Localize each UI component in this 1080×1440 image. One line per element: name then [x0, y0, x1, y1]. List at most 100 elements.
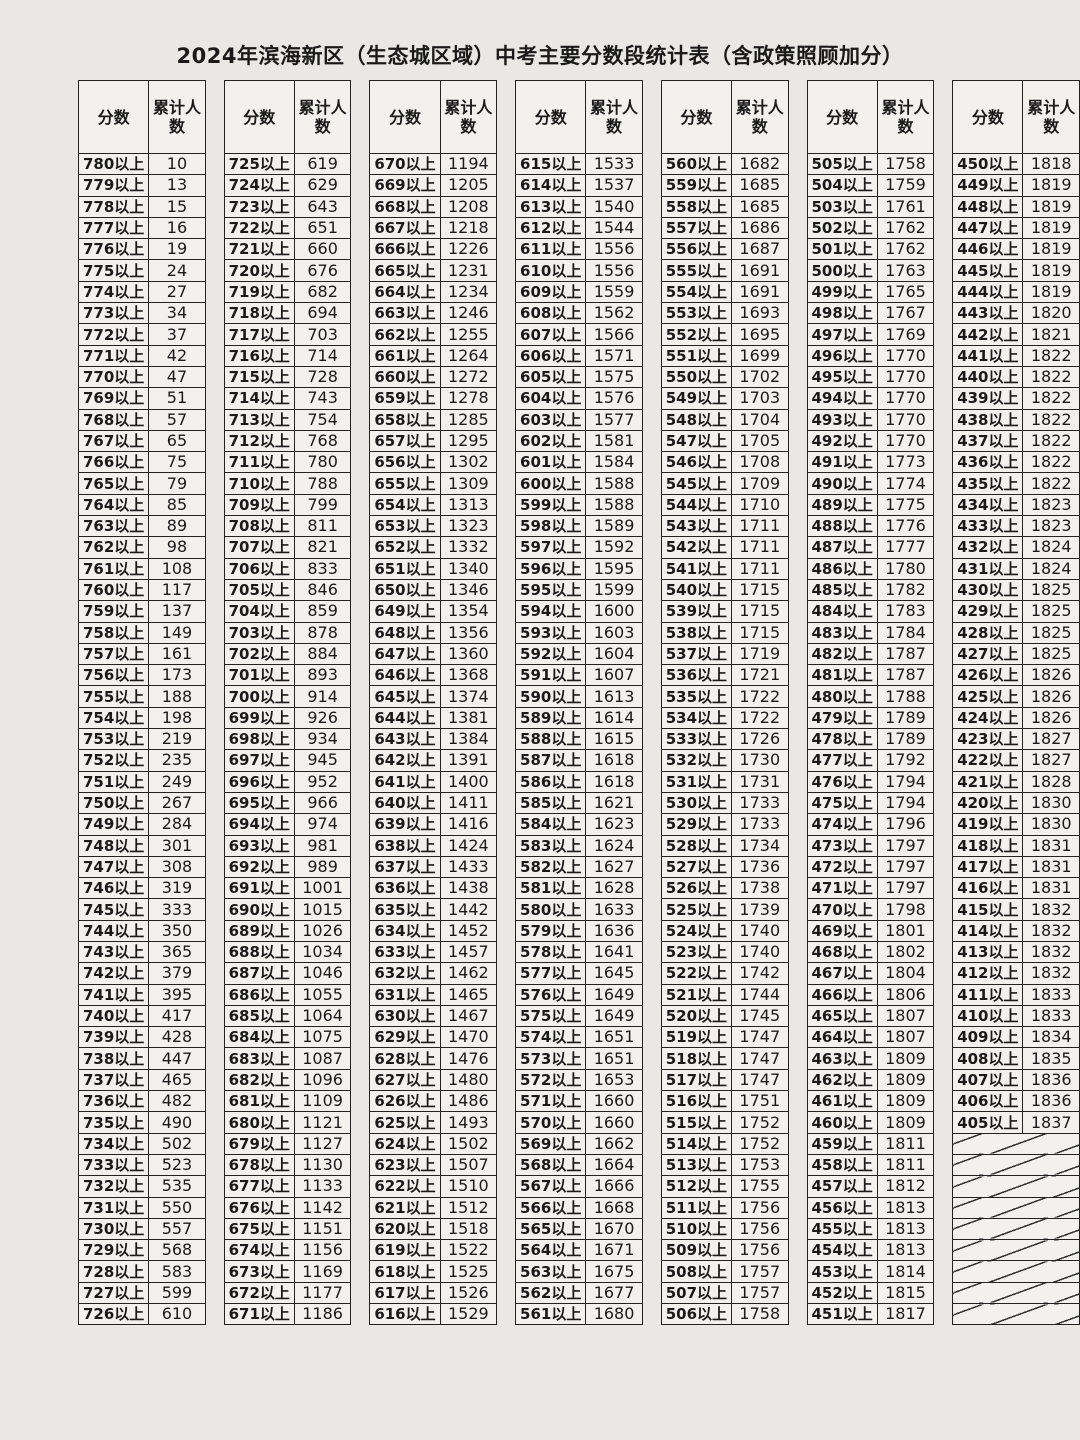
table-row: 562以上 1677: [515, 1281, 643, 1305]
count-cell: 989: [293, 855, 352, 879]
table-row: 474以上 1796: [806, 813, 935, 836]
score-cell: 626以上: [369, 1090, 441, 1113]
table-row: 584以上 1623: [515, 813, 643, 836]
table-row: 765以上 79: [77, 472, 206, 495]
count-cell: 1733: [730, 791, 789, 815]
count-cell: 1411: [439, 791, 498, 815]
score-cell: 583以上: [515, 834, 587, 857]
score-table: 分数 累计人数 725以上 619 724以上 629 723以上 643 722以上 651 72…: [223, 80, 352, 1326]
table-row: 737以上 465: [77, 1068, 206, 1092]
table-row: 731以上 550: [77, 1196, 206, 1219]
score-cell: 669以上: [369, 174, 441, 197]
count-cell: 1757: [730, 1281, 789, 1305]
score-cell: 667以上: [369, 216, 441, 240]
count-cell: 1026: [293, 919, 352, 942]
table-row: 702以上 884: [223, 642, 352, 666]
count-cell: 1628: [585, 877, 643, 900]
score-cell: 617以上: [369, 1281, 441, 1305]
count-cell: 1709: [730, 472, 789, 495]
count-cell: 1109: [293, 1090, 352, 1113]
count-cell: 1822: [1022, 387, 1080, 410]
table-row: 517以上 1747: [660, 1068, 789, 1092]
table-row: 618以上 1525: [369, 1260, 498, 1283]
table-row: 627以上 1480: [369, 1068, 498, 1092]
table-row: 480以上 1788: [806, 685, 935, 708]
score-cell: 405以上: [952, 1111, 1024, 1134]
table-row: 572以上 1653: [515, 1068, 643, 1092]
table-row: 694以上 974: [223, 813, 352, 836]
score-cell: 450以上: [952, 152, 1024, 176]
table-row: 448以上 1819: [952, 195, 1080, 218]
count-cell: 1512: [439, 1196, 498, 1219]
table-row: [952, 1132, 1080, 1155]
count-cell: 267: [148, 791, 206, 815]
table-row: 780以上 10: [77, 152, 206, 176]
score-cell: 510以上: [660, 1217, 732, 1241]
score-cell: 408以上: [952, 1047, 1024, 1070]
table-row: 586以上 1618: [515, 770, 643, 793]
table-row: 700以上 914: [223, 685, 352, 708]
table-row: 708以上 811: [223, 515, 352, 538]
table-row: 710以上 788: [223, 472, 352, 495]
count-cell: 1121: [293, 1111, 352, 1134]
score-cell: 777以上: [77, 216, 150, 240]
score-cell: 491以上: [806, 451, 878, 474]
table-row: 628以上 1476: [369, 1047, 498, 1070]
count-cell: 1822: [1022, 408, 1080, 431]
count-cell: 568: [148, 1239, 206, 1262]
score-cell: 526以上: [660, 877, 732, 900]
table-row: 767以上 65: [77, 429, 206, 453]
table-row: 704以上 859: [223, 600, 352, 623]
table-row: 470以上 1798: [806, 898, 935, 921]
count-cell: 1759: [876, 174, 935, 197]
empty-hatched-cell: [952, 1132, 1080, 1155]
table-row: 600以上 1588: [515, 472, 643, 495]
count-cell: 1756: [730, 1217, 789, 1241]
score-cell: 594以上: [515, 600, 587, 623]
score-cell: 673以上: [223, 1260, 295, 1283]
score-cell: 714以上: [223, 387, 295, 410]
count-cell: 1660: [585, 1090, 643, 1113]
score-cell: 414以上: [952, 919, 1024, 942]
score-cell: 560以上: [660, 152, 732, 176]
score-cell: 715以上: [223, 365, 295, 389]
count-cell: 1821: [1022, 323, 1080, 346]
table-row: 577以上 1645: [515, 962, 643, 985]
count-cell: 703: [293, 323, 352, 346]
table-row: 451以上 1817: [806, 1303, 935, 1326]
score-cell: 687以上: [223, 962, 295, 985]
table-row: 649以上 1354: [369, 600, 498, 623]
table-row: 727以上 599: [77, 1281, 206, 1305]
score-cell: 462以上: [806, 1068, 878, 1092]
count-cell: 1649: [585, 983, 643, 1006]
score-cell: 773以上: [77, 302, 150, 325]
count-cell: 1278: [439, 387, 498, 410]
table-row: 510以上 1756: [660, 1217, 789, 1241]
score-cell: 670以上: [369, 152, 441, 176]
count-cell: 1691: [730, 280, 789, 304]
score-cell: 538以上: [660, 621, 732, 644]
table-row: 622以上 1510: [369, 1175, 498, 1198]
count-cell: 1680: [585, 1303, 643, 1326]
score-cell: 580以上: [515, 898, 587, 921]
score-cell: 420以上: [952, 791, 1024, 815]
count-cell: 1784: [876, 621, 935, 644]
header-count: 累计人数: [585, 80, 643, 154]
count-cell: 1614: [585, 706, 643, 730]
count-cell: 1756: [730, 1196, 789, 1219]
score-cell: 533以上: [660, 728, 732, 751]
count-cell: 682: [293, 280, 352, 304]
count-cell: 1133: [293, 1175, 352, 1198]
score-cell: 642以上: [369, 749, 441, 772]
score-cell: 511以上: [660, 1196, 732, 1219]
header-count: 累计人数: [730, 80, 789, 154]
table-row: 602以上 1581: [515, 429, 643, 453]
count-cell: 1834: [1022, 1026, 1080, 1049]
score-cell: 736以上: [77, 1090, 150, 1113]
table-row: 657以上 1295: [369, 429, 498, 453]
score-cell: 475以上: [806, 791, 878, 815]
count-cell: 1467: [439, 1004, 498, 1028]
count-cell: 301: [148, 834, 206, 857]
count-cell: 27: [148, 280, 206, 304]
header-count: 累计人数: [439, 80, 498, 154]
